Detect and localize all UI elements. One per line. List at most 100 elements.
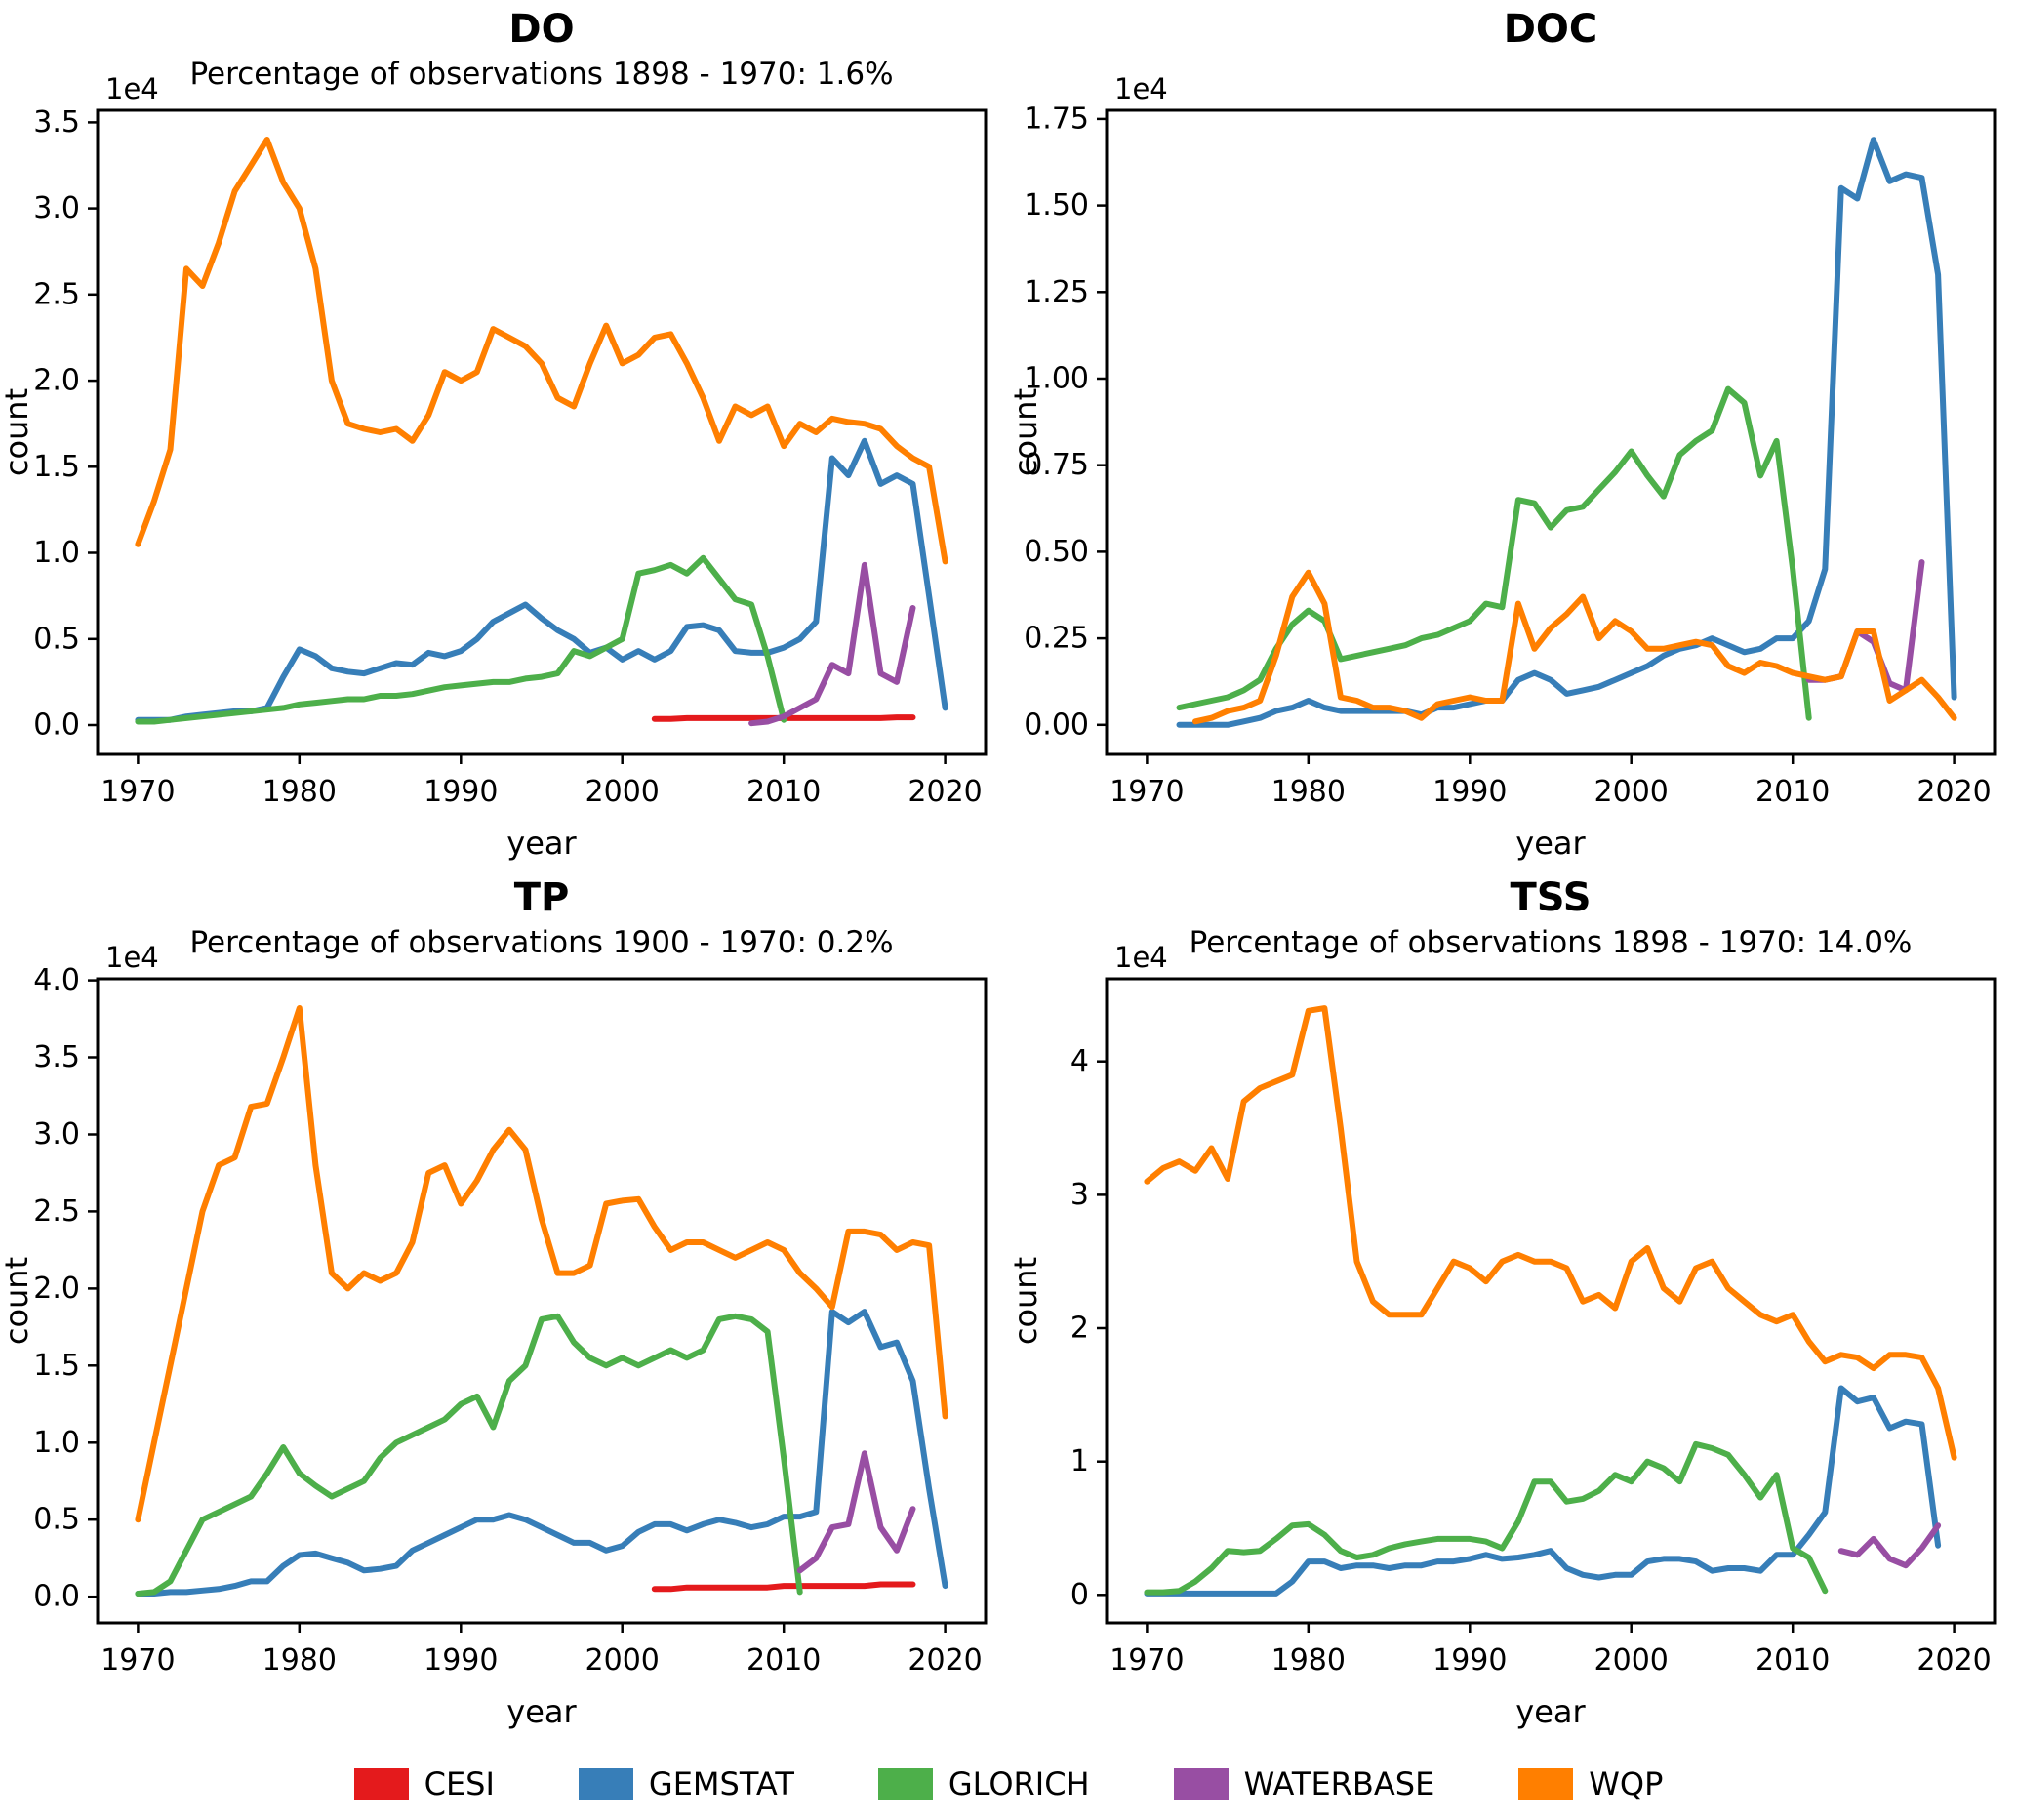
series-glorich [135, 1313, 803, 1597]
svg-text:2020: 2020 [1916, 1643, 1991, 1678]
svg-text:4.0: 4.0 [33, 963, 80, 997]
svg-text:1990: 1990 [1432, 775, 1507, 809]
svg-text:3.5: 3.5 [33, 105, 80, 140]
svg-text:0.00: 0.00 [1024, 708, 1089, 742]
svg-text:3.0: 3.0 [33, 191, 80, 225]
chart-subtitle-tp: Percentage of observations 1900 - 1970: … [189, 925, 894, 960]
svg-text:2000: 2000 [1594, 1643, 1669, 1678]
legend-label: CESI [424, 1765, 495, 1802]
legend-item-waterbase: WATERBASE [1173, 1765, 1435, 1802]
svg-text:1e4: 1e4 [1114, 72, 1168, 105]
svg-text:2020: 2020 [1916, 775, 1991, 809]
series-gemstat [1176, 137, 1957, 728]
series-waterbase [748, 561, 916, 727]
svg-text:count: count [1009, 388, 1044, 476]
svg-text:count: count [0, 1257, 35, 1345]
svg-text:count: count [1009, 1257, 1044, 1345]
svg-text:1970: 1970 [1109, 775, 1184, 809]
svg-text:1.5: 1.5 [33, 450, 80, 484]
legend-item-cesi: CESI [353, 1765, 495, 1802]
legend-swatch-cesi [353, 1767, 409, 1800]
svg-text:0.50: 0.50 [1024, 535, 1089, 569]
legend-item-glorich: GLORICH [877, 1765, 1090, 1802]
svg-text:count: count [0, 388, 35, 476]
legend-label: GLORICH [948, 1765, 1090, 1802]
svg-text:0.5: 0.5 [33, 1503, 80, 1537]
chart-tss: 0 1 2 3 4 1970 1980 1990 2000 2010 2020 1e4 count yea… [1009, 941, 1997, 1730]
legend-item-gemstat: GEMSTAT [578, 1765, 794, 1802]
subplot-doc: DOC 0.00 0.25 0.50 0.75 1.00 1.25 1.50 1.75 1970… [1009, 0, 2017, 869]
svg-text:0.75: 0.75 [1024, 448, 1089, 482]
chart-subtitle-tss: Percentage of observations 1898 - 1970: … [1189, 925, 1913, 960]
svg-text:1e4: 1e4 [1114, 941, 1168, 974]
svg-text:1970: 1970 [101, 1643, 175, 1678]
svg-text:1980: 1980 [1271, 775, 1346, 809]
svg-text:0.25: 0.25 [1024, 622, 1089, 656]
subplot-tp: TP Percentage of observations 1900 - 197… [0, 869, 1008, 1737]
chart-do: 0.0 0.5 1.0 1.5 2.0 2.5 3.0 3.5 1970 1980 1990 2000… [0, 72, 988, 862]
chart-title-tp: TP [513, 875, 570, 920]
svg-text:1980: 1980 [262, 1643, 337, 1678]
svg-text:1.50: 1.50 [1024, 188, 1089, 222]
chart-title-tss: TSS [1510, 875, 1592, 920]
svg-text:1980: 1980 [262, 775, 337, 809]
series-waterbase [1837, 1522, 1942, 1569]
svg-text:year: year [506, 1693, 577, 1730]
legend-label: WATERBASE [1243, 1765, 1435, 1802]
svg-text:0.0: 0.0 [33, 708, 80, 743]
svg-text:1.5: 1.5 [33, 1349, 80, 1383]
svg-text:year: year [506, 825, 577, 862]
svg-text:3: 3 [1070, 1178, 1089, 1212]
legend-swatch-waterbase [1173, 1767, 1229, 1800]
svg-text:0.0: 0.0 [33, 1580, 80, 1614]
svg-text:1e4: 1e4 [105, 72, 159, 105]
svg-text:2010: 2010 [746, 775, 821, 809]
svg-text:2010: 2010 [746, 1643, 821, 1678]
svg-text:1.25: 1.25 [1024, 275, 1089, 309]
series-glorich [135, 554, 787, 725]
series-cesi [651, 1581, 916, 1593]
svg-text:2.5: 2.5 [33, 1194, 80, 1229]
legend-swatch-wqp [1518, 1767, 1574, 1800]
svg-text:2: 2 [1070, 1312, 1089, 1346]
series-gemstat [1144, 1385, 1942, 1597]
chart-title-do: DO [508, 7, 575, 52]
legend-label: WQP [1589, 1765, 1664, 1802]
series-gemstat [135, 437, 948, 723]
svg-text:2020: 2020 [908, 1643, 982, 1678]
svg-text:2010: 2010 [1755, 775, 1830, 809]
svg-text:1e4: 1e4 [105, 941, 159, 974]
svg-text:0.5: 0.5 [33, 622, 80, 656]
svg-text:1.0: 1.0 [33, 1426, 80, 1460]
chart-subtitle-do: Percentage of observations 1898 - 1970: … [189, 57, 894, 92]
series-wqp [135, 1005, 948, 1523]
svg-text:1: 1 [1070, 1444, 1089, 1478]
subplot-do: DO Percentage of observations 1898 - 197… [0, 0, 1008, 869]
legend-label: GEMSTAT [648, 1765, 794, 1802]
series-wqp [1192, 569, 1957, 725]
svg-text:year: year [1515, 825, 1586, 862]
series-wqp [1144, 1005, 1957, 1461]
svg-text:1970: 1970 [1109, 1643, 1184, 1678]
legend: CESI GEMSTAT GLORICH WATERBASE WQP [0, 1753, 2017, 1815]
legend-swatch-gemstat [578, 1767, 633, 1800]
svg-text:1.00: 1.00 [1024, 362, 1089, 396]
series-wqp [135, 137, 948, 565]
svg-text:2.0: 2.0 [33, 364, 80, 398]
svg-text:2010: 2010 [1755, 1643, 1830, 1678]
chart-doc: 0.00 0.25 0.50 0.75 1.00 1.25 1.50 1.75 1970 1980… [1009, 72, 1997, 862]
series-waterbase [1805, 559, 1925, 694]
svg-text:4: 4 [1070, 1044, 1089, 1078]
series-waterbase [796, 1450, 916, 1574]
svg-text:1980: 1980 [1271, 1643, 1346, 1678]
svg-text:2020: 2020 [908, 775, 982, 809]
series-glorich [1144, 1440, 1829, 1596]
svg-text:1970: 1970 [101, 775, 175, 809]
svg-text:3.0: 3.0 [33, 1117, 80, 1152]
svg-text:2.0: 2.0 [33, 1272, 80, 1306]
svg-text:1990: 1990 [1432, 1643, 1507, 1678]
svg-text:2000: 2000 [585, 1643, 660, 1678]
svg-text:year: year [1515, 1693, 1586, 1730]
subplot-tss: TSS Percentage of observations 1898 - 19… [1009, 869, 2017, 1737]
